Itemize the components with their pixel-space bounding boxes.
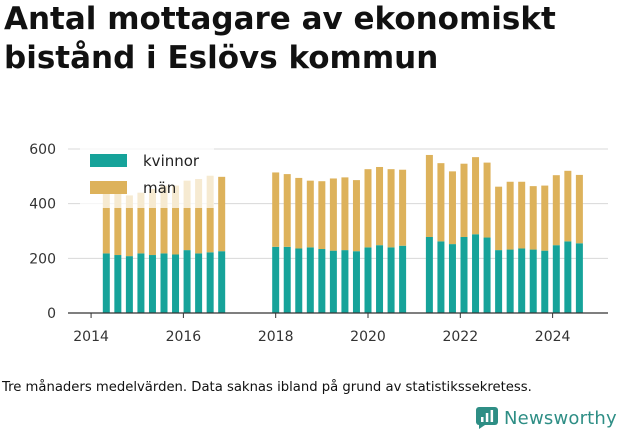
- bar-kvinnor: [102, 253, 110, 313]
- bar-man: [148, 188, 156, 256]
- bar-man: [483, 162, 491, 238]
- bar-man: [295, 177, 303, 249]
- bar-man: [564, 170, 572, 242]
- legend-label-man: män: [143, 179, 176, 197]
- chart-title: Antal mottagare av ekonomiskt bistånd i …: [4, 1, 556, 76]
- bar-kvinnor: [518, 248, 526, 313]
- bar-kvinnor: [183, 250, 191, 313]
- bar-man: [387, 169, 395, 248]
- bar-kvinnor: [306, 247, 314, 313]
- bar-kvinnor: [283, 246, 291, 313]
- bar-kvinnor: [160, 253, 168, 313]
- bar-kvinnor: [195, 253, 203, 313]
- bar-kvinnor: [114, 255, 122, 313]
- bar-man: [172, 185, 180, 255]
- bar-man: [218, 176, 226, 252]
- bar-man: [125, 195, 133, 257]
- bar-man: [183, 180, 191, 251]
- bar-man: [272, 172, 280, 247]
- bar-man: [376, 166, 384, 246]
- bar-man: [364, 169, 372, 248]
- bar-man: [518, 181, 526, 249]
- bar-kvinnor: [272, 246, 280, 313]
- bar-man: [495, 186, 503, 251]
- bar-kvinnor: [387, 247, 395, 313]
- bar-man: [341, 177, 349, 251]
- bar-man: [472, 157, 480, 235]
- bar-man: [283, 174, 291, 247]
- brand-logo: Newsworthy: [476, 407, 617, 429]
- bar-man: [206, 175, 214, 253]
- bar-kvinnor: [564, 241, 572, 313]
- x-tick-label: 2014: [73, 329, 109, 345]
- footnote: Tre månaders medelvärden. Data saknas ib…: [2, 380, 532, 395]
- bar-kvinnor: [329, 250, 337, 313]
- bar-man: [552, 175, 560, 246]
- x-tick-label: 2018: [258, 329, 294, 345]
- y-tick-label: 600: [29, 142, 56, 158]
- brand-name: Newsworthy: [504, 407, 617, 429]
- bar-kvinnor: [472, 234, 480, 313]
- bar-kvinnor: [541, 250, 549, 313]
- x-tick-label: 2024: [535, 329, 571, 345]
- bar-man: [329, 178, 337, 251]
- bar-man: [448, 171, 456, 245]
- bar-kvinnor: [552, 245, 560, 313]
- bar-man: [425, 154, 433, 237]
- y-tick-label: 0: [47, 306, 56, 322]
- x-tick-label: 2016: [166, 329, 202, 345]
- y-tick-label: 200: [29, 251, 56, 267]
- bar-man: [460, 163, 468, 237]
- bar-kvinnor: [318, 249, 326, 313]
- bar-kvinnor: [448, 244, 456, 313]
- bar-kvinnor: [529, 249, 537, 313]
- bar-kvinnor: [399, 245, 407, 313]
- bar-kvinnor: [341, 250, 349, 313]
- bars-group: [102, 154, 583, 313]
- bar-man: [575, 174, 583, 244]
- bar-kvinnor: [125, 256, 133, 313]
- bar-kvinnor: [376, 245, 384, 313]
- newsworthy-logo-icon: [476, 407, 498, 429]
- bar-man: [506, 181, 514, 250]
- bar-kvinnor: [148, 255, 156, 313]
- bar-man: [137, 192, 145, 254]
- bar-man: [318, 181, 326, 250]
- bar-man: [541, 185, 549, 251]
- bar-kvinnor: [460, 236, 468, 313]
- bar-kvinnor: [483, 237, 491, 313]
- bar-kvinnor: [206, 252, 214, 313]
- x-tick-label: 2020: [350, 329, 386, 345]
- bar-man: [195, 179, 203, 254]
- bar-man: [102, 181, 110, 254]
- bar-man: [399, 169, 407, 246]
- legend: kvinnor män: [80, 146, 214, 208]
- legend-label-kvinnor: kvinnor: [143, 152, 200, 170]
- legend-swatch-kvinnor: [90, 154, 127, 167]
- bar-man: [352, 180, 360, 252]
- bar-man: [437, 163, 445, 242]
- y-tick-label: 400: [29, 197, 56, 213]
- bar-kvinnor: [137, 253, 145, 313]
- bar-man: [114, 185, 122, 256]
- bar-kvinnor: [352, 251, 360, 313]
- bar-kvinnor: [437, 241, 445, 313]
- bar-man: [160, 185, 168, 254]
- bar-kvinnor: [575, 243, 583, 313]
- bar-kvinnor: [506, 249, 514, 313]
- bar-man: [306, 180, 314, 248]
- bar-kvinnor: [172, 254, 180, 313]
- axes-group: 0 200 400 600 2014 2016 2018 2020 2022 2024: [29, 142, 608, 345]
- bar-kvinnor: [295, 248, 303, 313]
- x-tick-label: 2022: [442, 329, 478, 345]
- bar-kvinnor: [364, 247, 372, 313]
- legend-swatch-man: [90, 181, 127, 194]
- bar-man: [529, 186, 537, 250]
- bar-kvinnor: [495, 250, 503, 313]
- bar-kvinnor: [218, 251, 226, 313]
- bar-kvinnor: [425, 236, 433, 313]
